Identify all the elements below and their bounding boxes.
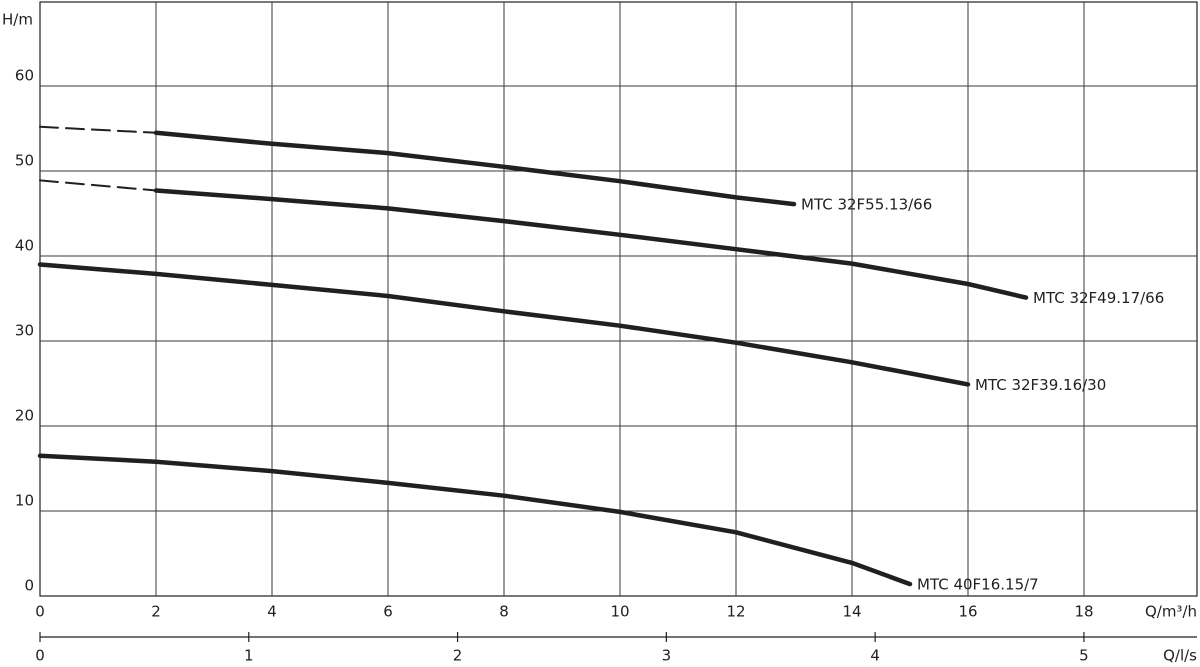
x-tick-label: 10: [610, 603, 629, 621]
x2-tick-label: 3: [662, 647, 672, 665]
x2-axis-label: Q/l/s: [1163, 647, 1197, 665]
x-tick-label: 6: [383, 603, 393, 621]
x-tick-label: 14: [842, 603, 861, 621]
y-tick-label: 60: [15, 67, 34, 85]
curve-dashed: [39, 179, 157, 192]
x-tick-label: 4: [267, 603, 277, 621]
x-tick-label: 16: [958, 603, 977, 621]
y-tick-label: 40: [15, 237, 34, 255]
x-tick-label: 0: [35, 603, 45, 621]
x2-tick-label: 4: [870, 647, 880, 665]
x-axis-label: Q/m³/h: [1145, 603, 1197, 621]
x2-tick-label: 1: [244, 647, 254, 665]
y-tick-label: 0: [24, 577, 34, 595]
series-label: MTC 32F55.13/66: [801, 196, 932, 214]
series-label: MTC 32F39.16/30: [975, 376, 1106, 394]
x-tick-label: 12: [726, 603, 745, 621]
series-label: MTC 40F16.15/7: [917, 576, 1039, 594]
x-tick-label: 18: [1074, 603, 1093, 621]
x-tick-label: 2: [151, 603, 161, 621]
y-tick-label: 30: [15, 322, 34, 340]
y-tick-label: 50: [15, 152, 34, 170]
y-tick-label: 20: [15, 407, 34, 425]
y-tick-label: 10: [15, 492, 34, 510]
curve-dashed: [39, 125, 157, 134]
x-tick-label: 8: [499, 603, 509, 621]
curve: [37, 453, 913, 587]
y-axis-label: H/m: [2, 11, 33, 29]
x2-tick-label: 5: [1079, 647, 1089, 665]
x2-tick-label: 2: [453, 647, 463, 665]
curve: [153, 130, 797, 207]
plot-frame: [39, 1, 1198, 597]
series-label: MTC 32F49.17/66: [1033, 289, 1164, 307]
curve: [37, 262, 971, 387]
curve: [153, 188, 1029, 300]
x2-tick-label: 0: [35, 647, 45, 665]
